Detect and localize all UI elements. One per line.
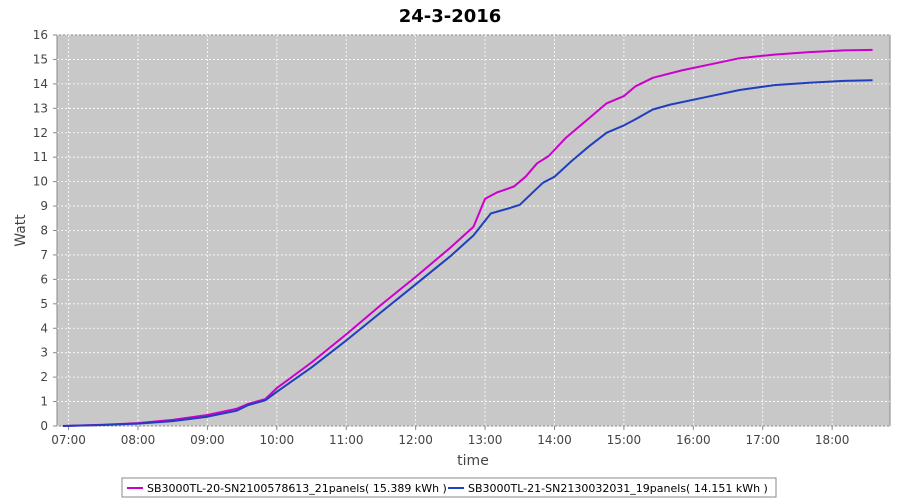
y-tick-label: 14 bbox=[33, 77, 48, 91]
x-tick-label: 12:00 bbox=[398, 433, 433, 447]
x-tick-label: 16:00 bbox=[676, 433, 711, 447]
y-tick-label: 8 bbox=[40, 224, 48, 238]
y-tick-label: 12 bbox=[33, 126, 48, 140]
x-tick-label: 14:00 bbox=[537, 433, 572, 447]
x-axis-title: time bbox=[457, 453, 489, 469]
y-tick-label: 11 bbox=[33, 150, 48, 164]
y-tick-label: 7 bbox=[40, 248, 48, 262]
series-line-2 bbox=[62, 79, 873, 427]
y-tick-label: 13 bbox=[33, 101, 48, 115]
y-tick-label: 0 bbox=[40, 419, 48, 433]
y-tick-label: 3 bbox=[40, 346, 48, 360]
y-tick-label: 2 bbox=[40, 370, 48, 384]
series-line-1 bbox=[62, 48, 873, 427]
x-tick-label: 07:00 bbox=[51, 433, 86, 447]
x-tick-label: 15:00 bbox=[607, 433, 642, 447]
y-tick-label: 6 bbox=[40, 272, 48, 286]
y-tick-label: 4 bbox=[40, 321, 48, 335]
legend-label-1: SB3000TL-20-SN2100578613_21panels( 15.38… bbox=[147, 482, 447, 495]
x-tick-label: 18:00 bbox=[815, 433, 850, 447]
y-tick-label: 10 bbox=[33, 175, 48, 189]
x-tick-label: 09:00 bbox=[190, 433, 225, 447]
y-tick-label: 5 bbox=[40, 297, 48, 311]
x-tick-label: 08:00 bbox=[121, 433, 156, 447]
y-axis-title: Watt bbox=[13, 214, 29, 247]
y-tick-label: 1 bbox=[40, 395, 48, 409]
series-lines bbox=[62, 48, 873, 427]
legend: SB3000TL-20-SN2100578613_21panels( 15.38… bbox=[121, 477, 777, 498]
y-tick-label: 16 bbox=[33, 28, 48, 42]
grid bbox=[57, 34, 890, 427]
x-tick-label: 17:00 bbox=[745, 433, 780, 447]
y-tick-label: 15 bbox=[33, 52, 48, 66]
x-tick-label: 10:00 bbox=[260, 433, 295, 447]
x-tick-label: 11:00 bbox=[329, 433, 364, 447]
legend-label-2: SB3000TL-21-SN2130032031_19panels( 14.15… bbox=[468, 482, 768, 495]
x-tick-label: 13:00 bbox=[468, 433, 503, 447]
y-tick-label: 9 bbox=[40, 199, 48, 213]
chart-title: 24-3-2016 bbox=[399, 6, 502, 27]
